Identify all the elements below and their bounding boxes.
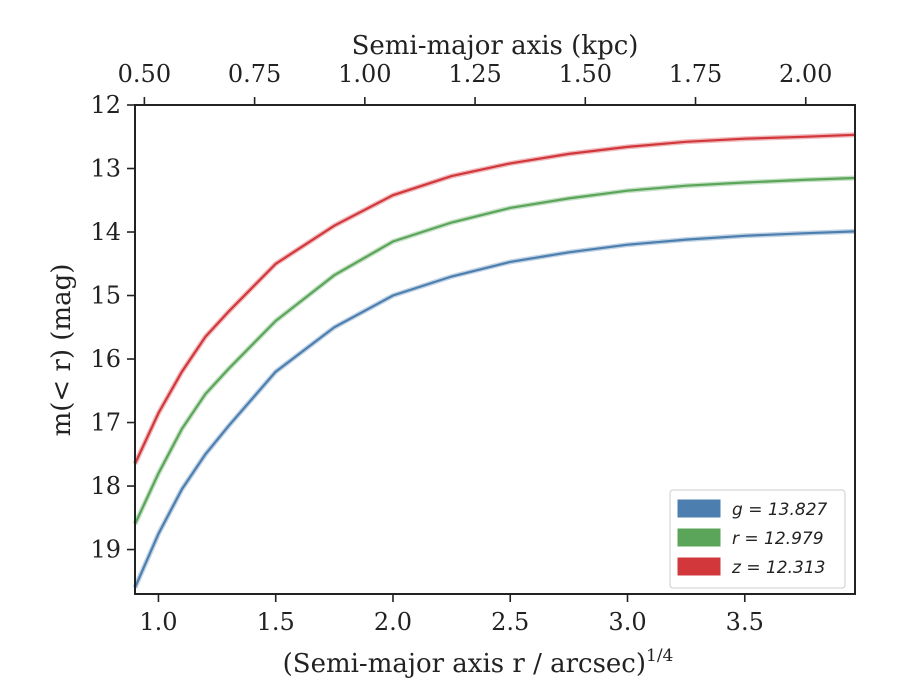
top-tick-label-2: 1.00 (338, 60, 391, 88)
y-tick-label-3: 15 (90, 282, 121, 310)
y-axis-title: m(< r) (mag) (47, 264, 77, 437)
x-tick-label-1: 1.5 (257, 608, 295, 636)
y-tick-label-1: 13 (90, 155, 121, 183)
top-axis-ticks: 0.50 0.75 1.00 1.25 1.50 1.75 2.00 (118, 60, 832, 105)
top-tick-label-3: 1.25 (448, 60, 501, 88)
legend-label-2: z = 12.313 (731, 558, 825, 578)
x-tick-label-0: 1.0 (139, 608, 177, 636)
series-band-1 (132, 175, 856, 526)
series-line-0 (133, 230, 856, 589)
series-line-1 (134, 176, 856, 525)
top-tick-label-5: 1.75 (669, 60, 722, 88)
x-tick-label-4: 3.0 (608, 608, 646, 636)
x-axis-title-exponent: 1/4 (646, 646, 673, 666)
legend-swatch-1 (677, 528, 721, 547)
top-tick-label-1: 0.75 (228, 60, 281, 88)
y-tick-label-6: 18 (90, 472, 121, 500)
top-tick-label-4: 1.50 (559, 60, 612, 88)
y-tick-label-2: 14 (90, 218, 121, 246)
top-x-axis-title: Semi-major axis (kpc) (352, 31, 639, 61)
top-tick-label-0: 0.50 (118, 60, 171, 88)
x-tick-label-5: 3.5 (726, 608, 764, 636)
plot-frame (134, 104, 856, 595)
top-tick-label-6: 2.00 (779, 60, 832, 88)
y-tick-label-4: 16 (90, 345, 121, 373)
x-axis-title: (Semi-major axis r / arcsec)1/4 (283, 646, 674, 679)
legend-swatch-0 (677, 499, 721, 518)
series-layer (132, 132, 856, 589)
series-line-2 (134, 133, 856, 465)
legend-label-1: r = 12.979 (732, 529, 824, 549)
x-axis-ticks: 1.0 1.5 2.0 2.5 3.0 3.5 (139, 594, 764, 636)
y-axis-ticks: 12 13 14 15 16 17 18 19 (90, 91, 135, 564)
x-axis-title-main: (Semi-major axis r / arcsec) (283, 649, 646, 679)
y-tick-label-7: 19 (90, 536, 121, 564)
x-tick-label-2: 2.0 (374, 608, 412, 636)
legend-swatch-2 (677, 557, 721, 576)
x-tick-label-3: 2.5 (491, 608, 529, 636)
legend-label-0: g = 13.827 (732, 500, 828, 520)
y-tick-label-0: 12 (90, 91, 121, 119)
y-tick-label-5: 17 (90, 409, 121, 437)
legend: g = 13.827 r = 12.979 z = 12.313 (669, 489, 846, 589)
